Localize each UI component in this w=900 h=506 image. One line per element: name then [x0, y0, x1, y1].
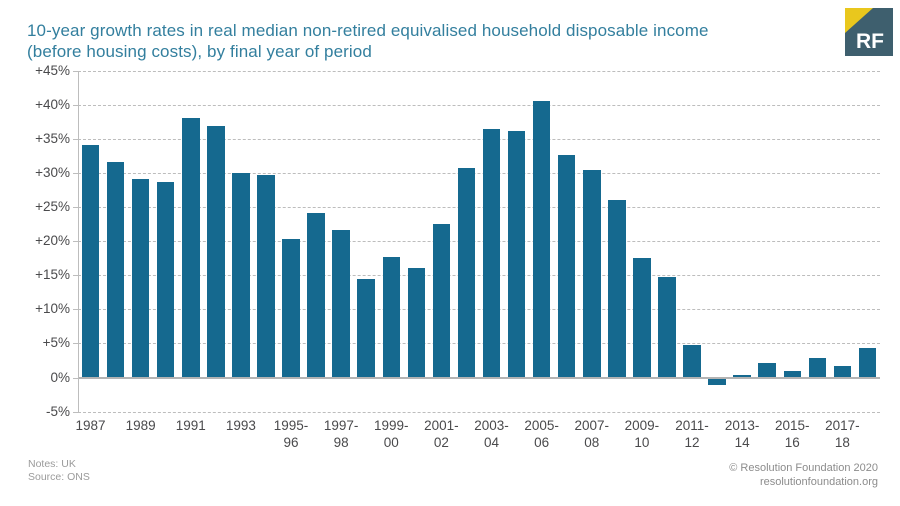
bar-2005-06: [532, 101, 551, 378]
bar-2000-01: [407, 267, 426, 378]
y-axis-label: +35%: [35, 131, 70, 147]
bar-2015-16: [783, 370, 802, 378]
gridline-40: [78, 105, 880, 107]
chart-title-line2: (before housing costs), by final year of…: [27, 42, 372, 61]
zero-baseline: [78, 376, 880, 379]
bar-2017-18: [833, 365, 852, 378]
bar-1993: [232, 173, 250, 378]
x-axis-label: 2015- 16: [775, 418, 810, 450]
bar-1994: [257, 174, 275, 378]
gridline-20: [78, 241, 880, 243]
footer-credit: © Resolution Foundation 2020 resolutionf…: [729, 461, 878, 489]
bar-1998-99: [357, 278, 375, 378]
rf-logo-icon: RF: [845, 8, 893, 56]
bar-2002-03: [457, 168, 476, 378]
resolution-foundation-logo: RF: [845, 8, 893, 56]
y-axis-line: [78, 71, 79, 412]
bar-2006-07: [557, 154, 576, 378]
gridline-35: [78, 139, 880, 141]
y-axis-tick: [73, 241, 78, 243]
website-line: resolutionfoundation.org: [759, 476, 878, 488]
bar-1996-97: [307, 213, 325, 378]
bar-1997-98: [332, 230, 350, 378]
y-axis-tick: [73, 377, 78, 379]
x-axis-label: 1993: [225, 418, 256, 433]
bar-2012-13: [708, 378, 726, 385]
bar-2011-12: [683, 345, 701, 378]
gridline-30: [78, 173, 880, 175]
gridline-45: [78, 71, 880, 73]
bar-1992: [207, 125, 225, 378]
y-axis-tick: [73, 309, 78, 311]
y-axis-label: +15%: [35, 267, 70, 283]
bar-2003-04: [482, 128, 501, 378]
rf-logo-text: RF: [856, 30, 884, 53]
y-axis-label: +45%: [35, 63, 70, 79]
chart-title: 10-year growth rates in real median non-…: [27, 20, 827, 62]
bar-2009-10: [633, 257, 651, 378]
x-axis-label: 2001- 02: [424, 418, 459, 450]
bar-1990: [156, 182, 175, 378]
y-axis-tick: [73, 105, 78, 107]
bar-2014-15: [758, 363, 776, 378]
y-axis-label: +25%: [35, 199, 70, 215]
bar-1989: [131, 179, 150, 378]
x-axis-label: 2011- 12: [675, 418, 709, 450]
bar-2008-09: [608, 200, 626, 378]
y-axis-label: +30%: [35, 165, 70, 181]
y-axis-tick: [73, 71, 78, 73]
y-axis-label: -5%: [45, 403, 70, 419]
copyright-line: © Resolution Foundation 2020: [729, 462, 878, 474]
y-axis-label: +20%: [35, 233, 70, 249]
bar-1999-00: [382, 256, 401, 378]
x-axis-label: 2017- 18: [825, 418, 860, 450]
x-axis-label: 1991: [175, 418, 206, 433]
bar-2018-19: [858, 347, 877, 378]
bar-1988: [106, 162, 125, 378]
x-axis-label: 2009- 10: [624, 418, 660, 450]
notes-line: Notes: UK: [28, 458, 76, 470]
y-axis-label: 0%: [50, 369, 70, 385]
x-axis-label: 1995- 96: [273, 418, 309, 450]
bar-2007-08: [583, 169, 601, 378]
y-axis-tick: [73, 139, 78, 141]
y-axis-tick: [73, 343, 78, 345]
x-axis-label: 2013- 14: [724, 418, 760, 450]
gridline-5: [78, 343, 880, 345]
chart-title-line1: 10-year growth rates in real median non-…: [27, 21, 709, 40]
gridline--5: [78, 411, 880, 413]
gridline-25: [78, 207, 880, 209]
gridline-10: [78, 309, 880, 311]
x-axis-label: 1999- 00: [374, 418, 409, 450]
bar-1995-96: [282, 239, 300, 378]
bar-2001-02: [432, 223, 451, 378]
bar-1991: [182, 118, 200, 378]
source-line: Source: ONS: [28, 471, 90, 483]
y-axis-label: +10%: [35, 301, 70, 317]
x-axis-label: 1987: [75, 418, 106, 433]
gridline-15: [78, 275, 880, 277]
y-axis-label: +5%: [42, 335, 70, 351]
y-axis-tick: [73, 411, 78, 413]
y-axis-tick: [73, 173, 78, 175]
y-axis-tick: [73, 207, 78, 209]
x-axis-label: 2007- 08: [574, 418, 610, 450]
x-axis-label: 1997- 98: [323, 418, 359, 450]
bar-2013-14: [733, 374, 751, 378]
bar-2016-17: [808, 357, 827, 378]
y-axis-label: +40%: [35, 97, 70, 113]
footer-notes: Notes: UK Source: ONS: [28, 458, 90, 484]
x-axis-label: 2003- 04: [474, 418, 509, 450]
bar-2004-05: [507, 130, 526, 378]
bar-2010-11: [658, 276, 676, 378]
bar-1987: [81, 145, 100, 378]
y-axis-tick: [73, 275, 78, 277]
x-axis-label: 2005- 06: [524, 418, 559, 450]
x-axis-label: 1989: [125, 418, 156, 433]
